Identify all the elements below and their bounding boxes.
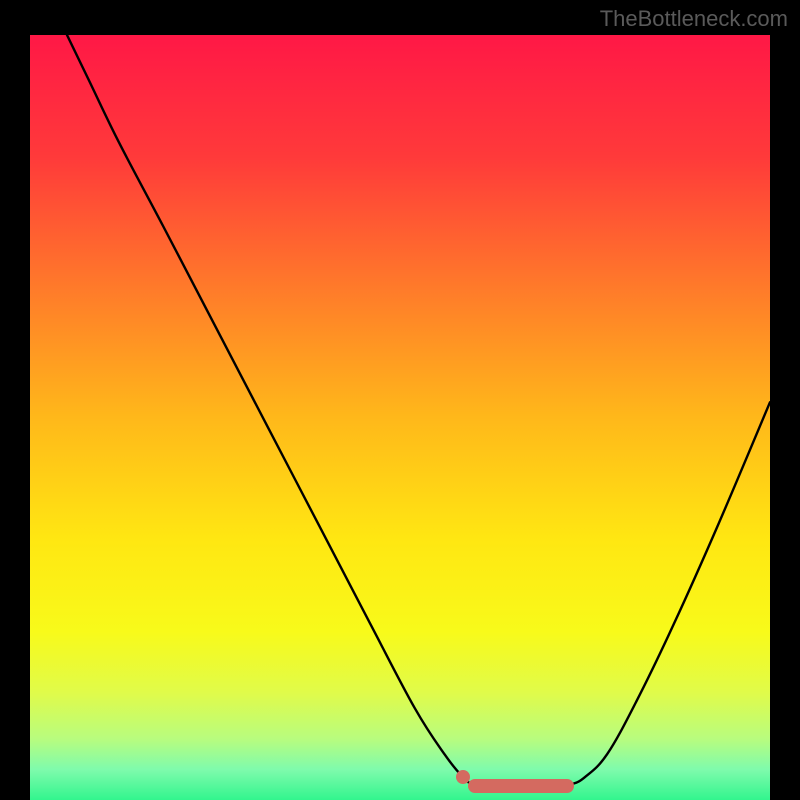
chart-plot-area (30, 35, 770, 800)
optimal-range-marker (468, 779, 574, 793)
optimal-point-marker (456, 770, 470, 784)
bottleneck-curve (30, 35, 770, 800)
curve-path (67, 35, 770, 791)
attribution-text: TheBottleneck.com (600, 6, 788, 32)
